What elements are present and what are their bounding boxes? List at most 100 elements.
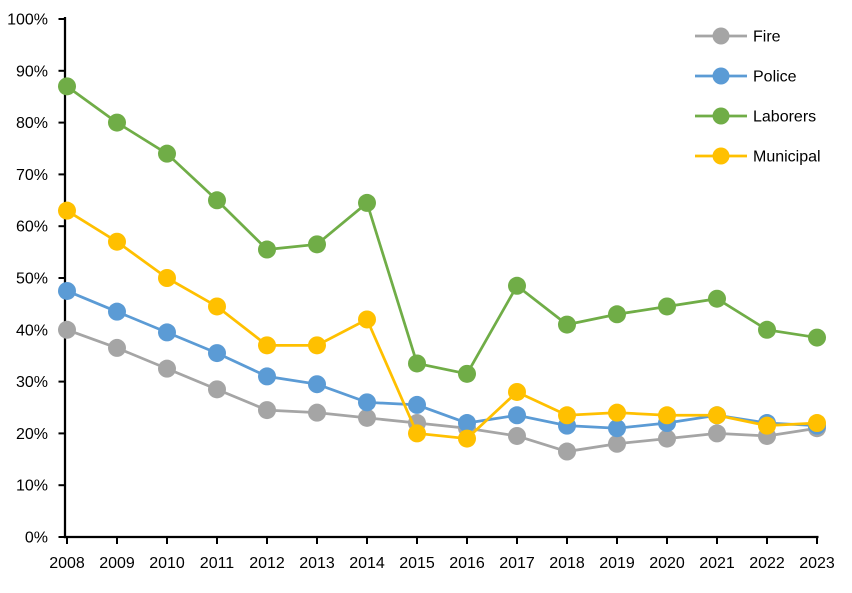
y-tick-label: 10% bbox=[16, 478, 48, 495]
legend-label-laborers: Laborers bbox=[753, 109, 816, 126]
legend-item-laborers: Laborers bbox=[695, 107, 816, 126]
series-fire bbox=[58, 320, 826, 461]
data-point-municipal-2022 bbox=[758, 416, 776, 435]
data-point-municipal-2018 bbox=[558, 406, 576, 425]
y-tick-label: 50% bbox=[16, 271, 48, 288]
data-point-laborers-2020 bbox=[658, 297, 676, 316]
x-tick-label: 2013 bbox=[299, 555, 335, 572]
y-tick-label: 80% bbox=[16, 115, 48, 132]
x-tick-label: 2015 bbox=[399, 555, 435, 572]
data-point-laborers-2021 bbox=[708, 289, 726, 308]
legend-label-fire: Fire bbox=[753, 29, 781, 46]
legend-label-police: Police bbox=[753, 69, 797, 86]
series-line-municipal bbox=[66, 209, 818, 441]
data-point-municipal-2023 bbox=[808, 414, 826, 433]
y-tick-label: 70% bbox=[16, 167, 48, 184]
data-point-fire-2012 bbox=[258, 401, 276, 420]
y-tick-label: 20% bbox=[16, 426, 48, 443]
data-point-fire-2014 bbox=[358, 408, 376, 427]
data-point-laborers-2009 bbox=[108, 113, 126, 132]
legend: Fire Police Laborers Municipal bbox=[695, 27, 821, 166]
data-point-police-2010 bbox=[158, 323, 176, 342]
data-point-laborers-2017 bbox=[508, 276, 526, 295]
data-point-fire-2013 bbox=[308, 403, 326, 422]
y-tick-label: 60% bbox=[16, 219, 48, 236]
data-point-municipal-2014 bbox=[358, 310, 376, 329]
data-point-police-2012 bbox=[258, 367, 276, 386]
data-point-police-2009 bbox=[108, 302, 126, 321]
data-point-fire-2011 bbox=[208, 380, 226, 399]
legend-marker-fire bbox=[712, 27, 730, 45]
data-point-laborers-2015 bbox=[408, 354, 426, 373]
data-point-laborers-2010 bbox=[158, 144, 176, 163]
y-tick-label: 100% bbox=[7, 12, 48, 29]
data-point-police-2013 bbox=[308, 375, 326, 394]
y-tick-label: 90% bbox=[16, 63, 48, 80]
data-point-laborers-2023 bbox=[808, 328, 826, 347]
data-point-municipal-2017 bbox=[508, 382, 526, 401]
series-line-fire bbox=[66, 328, 818, 453]
series-line-police bbox=[66, 289, 818, 430]
data-point-laborers-2019 bbox=[608, 305, 626, 324]
data-point-police-2008 bbox=[58, 281, 76, 300]
legend-item-municipal: Municipal bbox=[695, 147, 821, 166]
legend-label-municipal: Municipal bbox=[753, 149, 821, 166]
x-tick-label: 2019 bbox=[599, 555, 635, 572]
data-point-fire-2009 bbox=[108, 338, 126, 357]
x-tick-label: 2017 bbox=[499, 555, 535, 572]
data-point-municipal-2019 bbox=[608, 403, 626, 422]
data-point-laborers-2012 bbox=[258, 240, 276, 259]
data-point-laborers-2014 bbox=[358, 193, 376, 212]
data-point-fire-2017 bbox=[508, 426, 526, 445]
data-point-municipal-2012 bbox=[258, 336, 276, 355]
legend-item-fire: Fire bbox=[695, 27, 781, 46]
y-tick-label: 30% bbox=[16, 374, 48, 391]
data-point-police-2016 bbox=[458, 414, 476, 433]
x-tick-label: 2016 bbox=[449, 555, 485, 572]
x-tick-label: 2011 bbox=[200, 555, 235, 572]
x-tick-label: 2018 bbox=[549, 555, 585, 572]
y-tick-label: 0% bbox=[25, 530, 48, 547]
data-point-laborers-2008 bbox=[58, 77, 76, 96]
x-tick-label: 2021 bbox=[699, 555, 735, 572]
data-point-fire-2018 bbox=[558, 442, 576, 461]
data-point-police-2019 bbox=[608, 419, 626, 438]
data-point-municipal-2016 bbox=[458, 429, 476, 448]
data-point-fire-2010 bbox=[158, 359, 176, 378]
data-point-laborers-2016 bbox=[458, 364, 476, 383]
data-point-fire-2020 bbox=[658, 429, 676, 448]
data-point-municipal-2021 bbox=[708, 406, 726, 425]
data-point-police-2017 bbox=[508, 406, 526, 425]
data-point-laborers-2022 bbox=[758, 320, 776, 339]
data-point-fire-2021 bbox=[708, 424, 726, 443]
data-point-municipal-2010 bbox=[158, 269, 176, 287]
data-point-fire-2008 bbox=[58, 320, 76, 339]
data-point-laborers-2018 bbox=[558, 315, 576, 334]
data-point-municipal-2009 bbox=[108, 232, 126, 251]
series-laborers bbox=[58, 77, 826, 383]
legend-marker-police bbox=[712, 67, 730, 85]
data-point-municipal-2013 bbox=[308, 336, 326, 355]
x-tick-label: 2014 bbox=[349, 555, 385, 572]
data-point-police-2015 bbox=[408, 395, 426, 414]
data-point-municipal-2020 bbox=[658, 406, 676, 425]
x-tick-label: 2010 bbox=[149, 555, 185, 572]
data-point-fire-2019 bbox=[608, 434, 626, 453]
series-municipal bbox=[58, 201, 826, 448]
data-point-municipal-2008 bbox=[58, 201, 76, 220]
x-tick-label: 2020 bbox=[649, 555, 685, 572]
series-line-laborers bbox=[66, 85, 818, 376]
x-tick-label: 2022 bbox=[749, 555, 785, 572]
y-tick-label: 40% bbox=[16, 322, 48, 339]
x-tick-label: 2009 bbox=[99, 555, 135, 572]
data-point-municipal-2011 bbox=[208, 297, 226, 316]
legend-item-police: Police bbox=[695, 67, 797, 86]
x-tick-label: 2023 bbox=[799, 555, 835, 572]
data-point-laborers-2013 bbox=[308, 235, 326, 254]
data-point-police-2011 bbox=[208, 344, 226, 363]
x-tick-label: 2012 bbox=[249, 555, 285, 572]
data-point-police-2014 bbox=[358, 393, 376, 412]
legend-marker-laborers bbox=[712, 107, 730, 125]
x-tick-label: 2008 bbox=[49, 555, 85, 572]
